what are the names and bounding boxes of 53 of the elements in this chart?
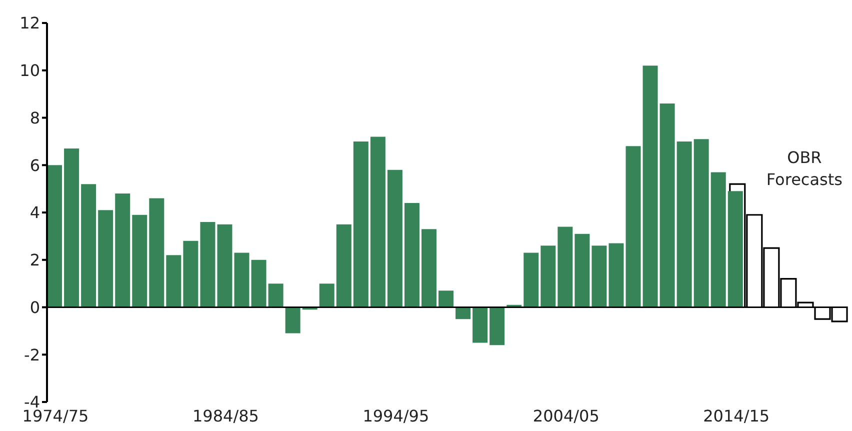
y-tick-label: -2	[24, 345, 40, 364]
x-tick-label: 1974/75	[22, 406, 89, 426]
bar	[115, 194, 130, 308]
bar	[81, 184, 96, 308]
bar	[387, 170, 402, 308]
bar	[676, 141, 692, 308]
bar	[558, 226, 573, 308]
bar	[574, 234, 590, 308]
bar	[251, 260, 266, 308]
bar	[132, 214, 148, 308]
bar	[540, 246, 556, 308]
y-tick-label: 12	[20, 14, 40, 33]
bar	[694, 139, 709, 308]
bar	[728, 191, 743, 308]
bar	[608, 243, 624, 308]
bar	[319, 284, 334, 308]
bar	[285, 307, 300, 334]
bar	[404, 203, 420, 308]
x-tick-label: 2014/15	[703, 406, 770, 426]
bar	[268, 284, 284, 308]
y-tick-label: 6	[30, 156, 40, 175]
bar	[149, 198, 164, 308]
bar	[490, 307, 505, 346]
bar	[456, 307, 471, 320]
bar	[370, 136, 386, 308]
bar	[47, 165, 62, 308]
bar	[710, 172, 726, 308]
bar	[336, 224, 352, 308]
series-label: OBR Forecasts	[766, 148, 842, 190]
bar	[234, 252, 250, 308]
bar	[421, 229, 436, 308]
bar	[353, 141, 368, 308]
y-tick-label: 8	[30, 108, 40, 128]
bar	[524, 252, 539, 308]
bar	[64, 148, 80, 308]
bar	[438, 290, 454, 308]
bar	[472, 307, 488, 343]
bar	[642, 66, 658, 308]
bar	[660, 104, 675, 308]
x-tick-label: 2004/05	[532, 406, 600, 426]
bar	[626, 146, 641, 308]
bar	[166, 255, 182, 308]
bar	[217, 224, 232, 308]
x-tick-label: 1994/95	[362, 406, 430, 426]
bar	[98, 210, 114, 308]
y-tick-label: 10	[20, 61, 40, 80]
y-tick-label: 2	[30, 250, 40, 270]
bar	[183, 240, 198, 308]
y-tick-label: 4	[30, 203, 40, 222]
bar	[592, 246, 607, 308]
bar	[200, 222, 216, 308]
y-tick-label: 0	[30, 298, 40, 317]
x-tick-label: 1984/85	[192, 406, 259, 426]
